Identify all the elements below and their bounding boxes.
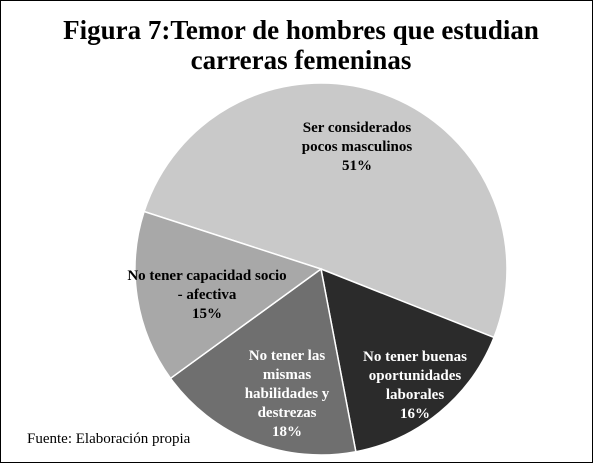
pie-slice [320,267,495,453]
pie-slice [169,267,357,456]
pie-slice [134,210,323,380]
label-text: No tener capacidad socio - afectiva [127,268,287,303]
label-text: 15% [192,306,222,322]
slice-label: No tener las mismas habilidades y destre… [229,347,345,442]
label-text: 16% [400,406,430,422]
slice-label: No tener capacidad socio - afectiva 15% [127,267,287,324]
source-note: Fuente: Elaboración propia [27,431,191,447]
label-text: No tener buenas oportunidades laborales [363,349,467,403]
slice-label: Ser considerados pocos masculinos 51% [301,119,413,176]
pie-slice [143,82,508,339]
chart-title: Figura 7:Temor de hombres que estudian c… [63,15,539,75]
label-text: Ser considerados pocos masculinos [301,120,413,155]
label-text: 18% [272,424,302,440]
label-text: No tener las mismas habilidades y destre… [244,348,330,421]
label-text: 51% [342,158,372,174]
slice-label: No tener buenas oportunidades laborales 1… [349,348,481,424]
